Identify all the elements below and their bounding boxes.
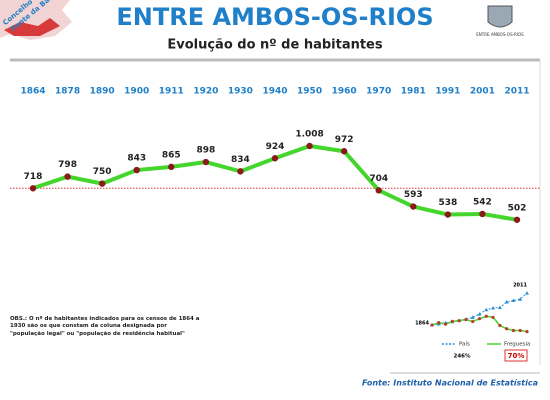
series-point [457, 319, 461, 323]
series-point [518, 297, 523, 301]
series-point [477, 317, 482, 321]
x-tick-label: 1864 [20, 87, 45, 97]
series-point [491, 305, 496, 310]
x-tick-label: 2011 [504, 87, 529, 97]
start-label: 1864 [415, 321, 429, 327]
x-tick-label: 1950 [297, 87, 322, 97]
data-point [513, 216, 521, 223]
note: OBS.: O nº de habitantes indicados para … [10, 316, 200, 337]
series-point [498, 323, 502, 328]
series-point [484, 307, 489, 312]
x-tick-label: 1911 [159, 87, 184, 97]
annotation: 70% [508, 352, 525, 360]
data-point [306, 142, 313, 150]
series-point [471, 319, 475, 324]
data-point [133, 166, 140, 174]
crest-caption: ENTRE AMBOS-OS-RIOS [476, 32, 524, 37]
series-point [497, 305, 502, 310]
series-point [450, 319, 454, 323]
data-label: 798 [58, 160, 77, 170]
note-box: OBS.: O nº de habitantes indicados para … [10, 316, 200, 337]
series-point [518, 328, 522, 333]
data-label: 924 [266, 142, 285, 152]
x-tick-label: 1900 [124, 87, 149, 97]
data-point [64, 173, 71, 180]
series-point [525, 330, 529, 334]
data-point [340, 148, 348, 155]
x-tick-label: 1981 [401, 87, 426, 97]
x-tick-label: 1991 [435, 87, 460, 97]
data-label: 593 [404, 190, 423, 200]
data-point [202, 158, 210, 166]
source: Fonte: Instituto Nacional de Estatística [362, 379, 538, 388]
data-label: 704 [369, 174, 388, 184]
data-point [29, 185, 37, 192]
data-point [168, 163, 175, 171]
x-tick-label: 1940 [262, 87, 287, 97]
data-label: 898 [196, 146, 215, 156]
subtitle: Evolução do nº de habitantes [167, 38, 383, 53]
x-tick-label: 2001 [470, 87, 495, 97]
data-point [375, 187, 382, 194]
data-point [410, 203, 417, 210]
data-label: 718 [24, 172, 43, 182]
series-point [511, 328, 516, 333]
title: ENTRE AMBOS-OS-RIOS [116, 3, 433, 31]
series-line [431, 292, 528, 326]
series-point [504, 300, 509, 304]
series-point [511, 298, 516, 303]
data-label: 750 [93, 167, 112, 177]
x-tick-label: 1920 [193, 87, 218, 97]
x-tick-label: 1878 [55, 87, 80, 97]
data-point [98, 180, 106, 187]
end-label: 2011 [513, 283, 527, 289]
data-point [237, 168, 244, 175]
data-label: 972 [335, 135, 354, 145]
series-point [525, 291, 529, 295]
series-point [470, 315, 475, 319]
x-tick-label: 1930 [228, 87, 253, 97]
x-tick-label: 1890 [90, 87, 115, 97]
x-tick-label: 1960 [332, 87, 357, 97]
legend-label: País [459, 341, 470, 348]
series-point [443, 322, 448, 326]
series-point [491, 315, 495, 319]
series-point [464, 317, 468, 322]
x-tick-label: 1970 [366, 87, 391, 97]
data-label: 865 [162, 150, 181, 160]
data-point [479, 210, 486, 218]
data-point [444, 211, 452, 218]
data-label: 542 [473, 197, 492, 207]
crest [487, 5, 513, 28]
logo-map-highlight [4, 18, 60, 36]
annotation-box [504, 349, 528, 362]
series-point [505, 327, 509, 331]
data-label: 538 [438, 198, 457, 208]
series-point [430, 323, 434, 327]
data-label: 834 [231, 155, 250, 165]
data-label: 502 [508, 203, 527, 213]
annotation: 246% [454, 354, 471, 360]
data-label: 843 [127, 154, 146, 164]
series-point [437, 321, 441, 325]
series-point [477, 312, 482, 316]
data-label: 1.008 [295, 130, 323, 140]
series-point [484, 314, 488, 318]
legend-label: Freguesia [504, 342, 530, 348]
data-point [271, 155, 279, 162]
